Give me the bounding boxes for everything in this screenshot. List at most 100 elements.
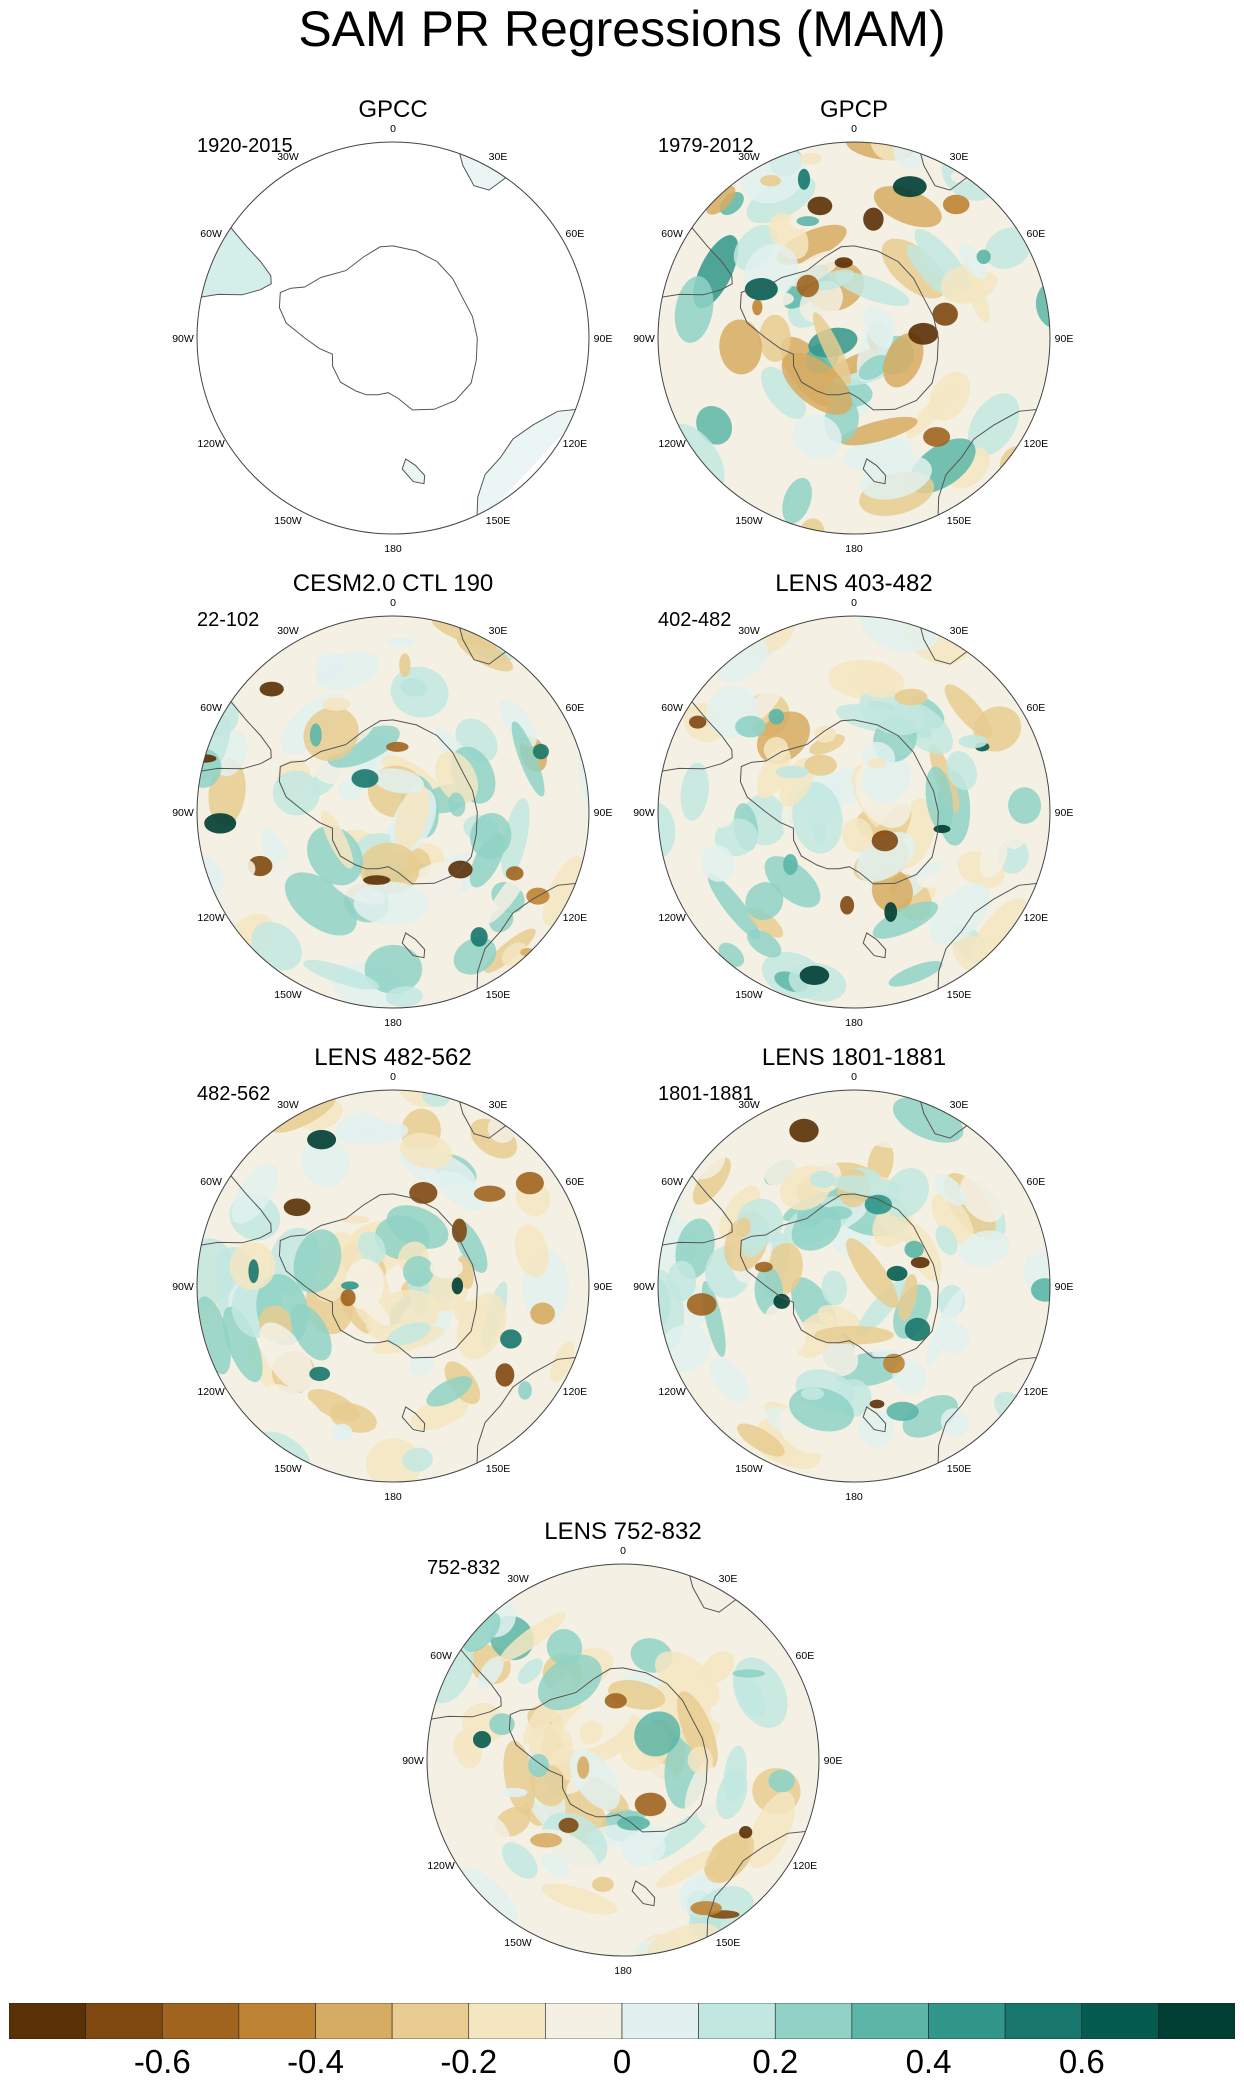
longitude-label: 30E [489, 1099, 508, 1111]
longitude-label: 180 [845, 543, 863, 555]
longitude-label: 60E [566, 1176, 585, 1188]
longitude-label: 30W [277, 151, 299, 163]
map-panel-gpcc: GPCC 1920-2015 0 30E 60E 90E 120E 150E 180 150W 12… [163, 96, 623, 566]
colorbar-tick-label: -0.6 [133, 2043, 191, 2080]
longitude-label: 90W [172, 1281, 194, 1293]
colorbar-boxes [8, 2002, 1236, 2040]
longitude-label: 60E [1027, 1176, 1046, 1188]
colorbar-box [161, 2002, 240, 2040]
panel-year-range: 402-482 [658, 609, 732, 631]
longitude-label: 150E [486, 1463, 511, 1475]
panel-year-range: 752-832 [427, 1557, 501, 1579]
longitude-label: 30W [738, 151, 760, 163]
coastlines [197, 616, 587, 1001]
longitude-label: 60W [200, 702, 222, 714]
polar-map: 0 30E 60E 90E 120E 150E 180 150W 120W 90W 60W 30W [633, 597, 1073, 1029]
colorbar-box [851, 2002, 929, 2040]
longitude-label: 120E [1024, 1386, 1049, 1398]
colorbar-box [621, 2002, 699, 2040]
longitude-label: 120W [658, 912, 686, 924]
longitude-label: 150E [486, 989, 511, 1001]
colorbar-box [928, 2002, 1006, 2040]
polar-map: 0 30E 60E 90E 120E 150E 180 150W 120W 90W 60W 30W [633, 1071, 1073, 1503]
longitude-label: 30E [950, 625, 969, 637]
longitude-label: 30E [950, 151, 969, 163]
longitude-label: 30E [489, 151, 508, 163]
longitude-label: 30E [719, 1573, 738, 1585]
longitude-label: 180 [384, 1491, 402, 1503]
longitude-label: 30W [738, 1099, 760, 1111]
precipitation-field [427, 1564, 819, 1956]
longitude-label: 150E [947, 515, 972, 527]
longitude-label: 0 [390, 123, 396, 135]
panel-title: LENS 752-832 [544, 1518, 702, 1545]
longitude-label: 90E [594, 1281, 613, 1293]
longitude-label: 150E [947, 989, 972, 1001]
longitude-label: 90E [594, 807, 613, 819]
colorbar-box [1158, 2002, 1236, 2040]
longitude-label: 60E [796, 1650, 815, 1662]
longitude-label: 60W [200, 1176, 222, 1188]
panel-title: GPCC [358, 96, 428, 123]
longitude-label: 60W [661, 228, 683, 240]
colorbar [8, 2002, 1236, 2040]
precipitation-field [658, 142, 1050, 534]
longitude-label: 90W [633, 333, 655, 345]
panel-year-range: 22-102 [197, 609, 260, 631]
longitude-label: 150E [947, 1463, 972, 1475]
panel-year-range: 1920-2015 [197, 135, 293, 157]
colorbar-tick-label: -0.4 [287, 2043, 344, 2080]
longitude-label: 150W [735, 515, 763, 527]
longitude-label: 120W [197, 438, 225, 450]
longitude-label: 60E [566, 702, 585, 714]
polar-map: 0 30E 60E 90E 120E 150E 180 150W 120W 90W 60W 30W [172, 123, 612, 555]
longitude-label: 150W [274, 989, 302, 1001]
map-panel-gpcp: GPCP 1979-2012 0 30E 60E 90E 120E 150E 180 150W 12… [624, 96, 1084, 566]
panel-year-range: 1801-1881 [658, 1083, 754, 1105]
longitude-label: 120E [1024, 438, 1049, 450]
polar-map: 0 30E 60E 90E 120E 150E 180 150W 120W 90W 60W 30W [172, 1071, 613, 1503]
coastlines [658, 142, 1048, 527]
polar-map: 0 30E 60E 90E 120E 150E 180 150W 120W 90W 60W 30W [402, 1545, 843, 1977]
colorbar-tick-label: 0.6 [1058, 2043, 1105, 2080]
longitude-label: 180 [384, 543, 402, 555]
longitude-label: 30W [277, 1099, 299, 1111]
colorbar-box [1081, 2002, 1159, 2040]
longitude-label: 90W [633, 807, 655, 819]
longitude-label: 60W [430, 1650, 452, 1662]
longitude-label: 120E [1024, 912, 1049, 924]
precipitation-field [197, 616, 589, 1008]
longitude-label: 120W [658, 1386, 686, 1398]
colorbar-tick-label: 0.4 [905, 2043, 952, 2080]
longitude-label: 60E [1027, 228, 1046, 240]
longitude-label: 90W [633, 1281, 655, 1293]
longitude-label: 30E [950, 1099, 969, 1111]
longitude-label: 180 [845, 1491, 863, 1503]
longitude-label: 120E [793, 1860, 818, 1872]
polar-map: 0 30E 60E 90E 120E 150E 180 150W 120W 90W 60W 30W [172, 597, 613, 1029]
longitude-label: 60W [661, 1176, 683, 1188]
map-panel-lens752: LENS 752-832 752-832 0 30E 60E 90E 120E 150E 180… [393, 1518, 853, 1988]
precipitation-field [658, 1090, 1050, 1482]
panel-title: LENS 1801-1881 [761, 1044, 947, 1071]
map-panel-lens1801: LENS 1801-1881 1801-1881 0 30E 60E 90E 120E 150… [624, 1044, 1084, 1514]
panel-title: LENS 482-562 [314, 1044, 472, 1071]
longitude-label: 90E [824, 1755, 843, 1767]
longitude-label: 60E [566, 228, 585, 240]
longitude-label: 0 [851, 1071, 857, 1083]
coastlines [658, 1090, 1048, 1475]
longitude-label: 180 [384, 1017, 402, 1029]
longitude-label: 30E [489, 625, 508, 637]
longitude-label: 90W [402, 1755, 424, 1767]
precipitation-field [197, 1090, 589, 1482]
colorbar-box [468, 2002, 546, 2040]
panel-title: GPCP [819, 96, 888, 123]
colorbar-box [238, 2002, 316, 2040]
longitude-label: 90W [172, 807, 194, 819]
longitude-label: 150W [735, 1463, 763, 1475]
colorbar-box [1004, 2002, 1083, 2040]
longitude-label: 120W [427, 1860, 455, 1872]
longitude-label: 0 [390, 1071, 396, 1083]
longitude-label: 60W [200, 228, 222, 240]
longitude-label: 150W [274, 515, 302, 527]
